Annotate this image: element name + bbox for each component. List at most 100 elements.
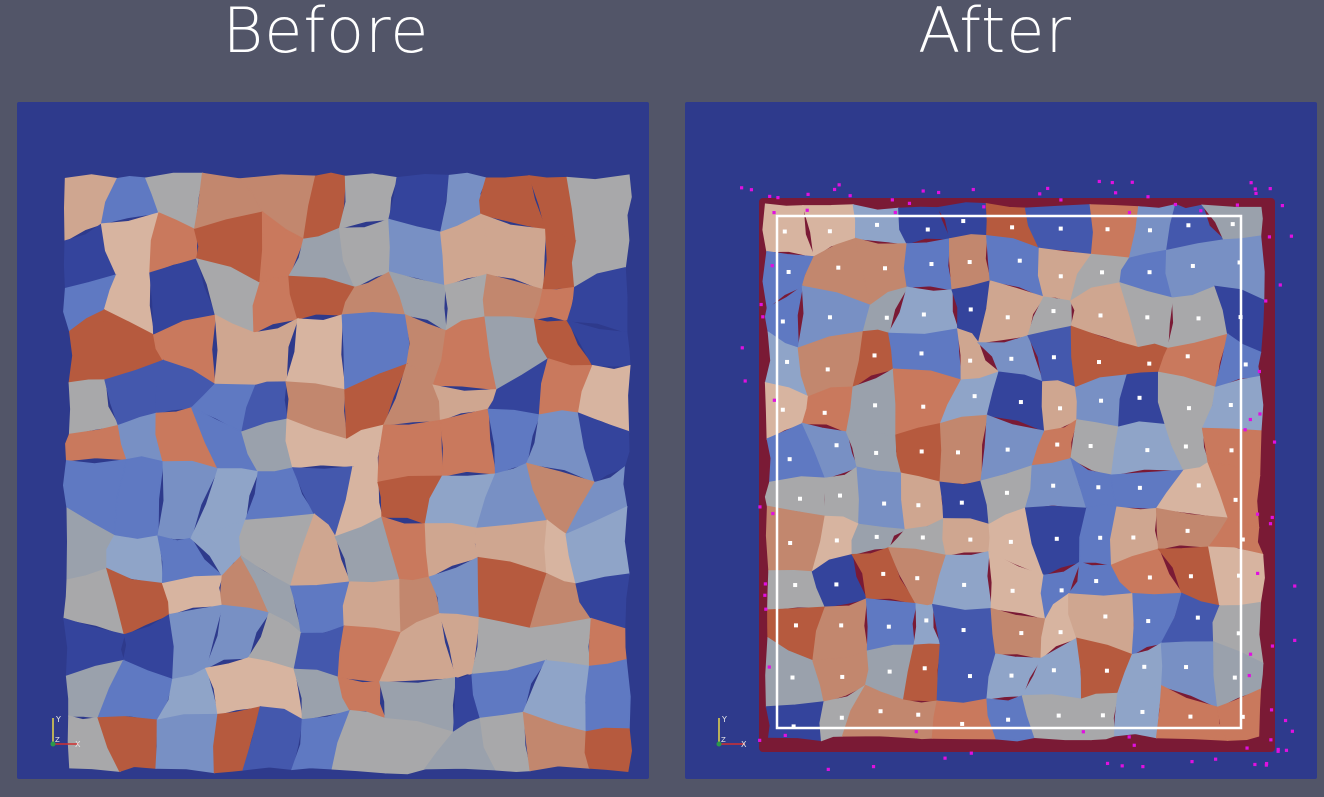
centroid-marker [920, 535, 925, 540]
centroid-marker [1005, 315, 1010, 320]
boundary-point [1268, 522, 1273, 526]
boundary-point [1190, 760, 1194, 764]
boundary-point [764, 607, 768, 611]
centroid-marker [972, 394, 977, 399]
boundary-point [1270, 515, 1274, 520]
grain [765, 701, 827, 742]
grain [856, 466, 906, 531]
centroid-marker [1100, 270, 1105, 275]
boundary-point [982, 205, 986, 209]
boundary-point [1268, 187, 1272, 191]
boundary-point [1269, 738, 1273, 742]
axis-z-label: Z [55, 736, 60, 744]
boundary-point [1264, 763, 1268, 767]
boundary-point [1248, 417, 1252, 422]
boundary-point [1248, 652, 1253, 656]
boundary-point [743, 379, 747, 383]
centroid-marker [1137, 485, 1142, 490]
boundary-point [740, 346, 744, 350]
centroid-marker [837, 493, 842, 498]
centroid-marker [1186, 406, 1191, 411]
centroid-marker [1096, 485, 1101, 490]
centroid-marker [839, 715, 844, 720]
boundary-point [776, 196, 780, 200]
centroid-marker [1232, 675, 1237, 680]
boundary-points [740, 179, 1297, 771]
centroid-marker [1099, 398, 1104, 403]
centroid-marker [791, 724, 796, 729]
centroid-marker [825, 367, 830, 372]
centroid-marker [1100, 713, 1105, 718]
centroid-marker [1088, 444, 1093, 449]
centroid-marker [1147, 575, 1152, 580]
centroid-marker [782, 229, 787, 234]
centroid-marker [955, 450, 960, 455]
centroid-marker [1010, 588, 1015, 593]
boundary-point [943, 756, 947, 760]
axes-triad-icon: Y X Z [50, 715, 81, 749]
centroid-marker [1010, 225, 1015, 230]
grain [939, 414, 989, 485]
centroid-marker [878, 709, 883, 714]
centroid-marker [916, 712, 921, 717]
centroid-marker [1228, 403, 1233, 408]
boundary-point [914, 730, 918, 734]
grain [584, 727, 633, 773]
boundary-point [893, 210, 897, 215]
boundary-point [1289, 234, 1294, 238]
centroid-marker [1096, 360, 1101, 365]
centroid-marker [787, 457, 792, 462]
boundary-point [1278, 283, 1282, 287]
boundary-point [1243, 428, 1247, 432]
boundary-point [1280, 204, 1284, 208]
centroid-marker [1140, 709, 1145, 714]
centroid-marker [840, 674, 845, 679]
centroid-marker [839, 623, 844, 628]
centroid-marker [834, 443, 839, 448]
boundary-point [1253, 762, 1257, 767]
boundary-point [1258, 412, 1262, 416]
axis-x-label: X [741, 740, 747, 749]
boundary-point [890, 198, 894, 202]
centroid-marker [960, 721, 965, 726]
axis-z-label: Z [721, 736, 726, 744]
centroid-marker [968, 358, 973, 363]
centroid-marker [1055, 442, 1060, 447]
boundary-point [1276, 749, 1280, 753]
centroid-marker [1018, 400, 1023, 405]
boundary-point [1253, 187, 1257, 191]
centroid-marker [882, 501, 887, 506]
axis-y-label: Y [721, 715, 727, 724]
boundary-point [1146, 195, 1150, 199]
boundary-point [1264, 299, 1268, 303]
boundary-point [848, 194, 852, 198]
centroid-marker [959, 500, 964, 505]
after-viewport[interactable]: Y X Z [685, 102, 1317, 779]
grain [1021, 694, 1092, 741]
boundary-point [1114, 191, 1118, 195]
boundary-point [1276, 747, 1280, 752]
centroid-marker [1230, 222, 1235, 227]
centroid-marker [1142, 664, 1147, 669]
centroid-marker [1009, 673, 1014, 678]
centroid-marker [1094, 579, 1099, 584]
centroid-marker [1188, 574, 1193, 579]
centroid-marker [1008, 539, 1013, 544]
centroid-marker [916, 503, 921, 508]
before-viewport[interactable]: Y X Z [17, 102, 649, 779]
boundary-point [1249, 181, 1253, 185]
centroid-marker [929, 262, 934, 267]
centroid-marker [967, 260, 972, 265]
centroid-marker [874, 450, 879, 455]
grain-centroids [780, 219, 1248, 729]
boundary-point [763, 582, 767, 586]
centroid-marker [780, 319, 785, 324]
boundary-point [763, 593, 767, 597]
centroid-marker [1196, 316, 1201, 321]
centroid-marker [1009, 356, 1014, 361]
grain [342, 578, 402, 634]
boundary-point [1127, 735, 1131, 739]
boundary-point [1256, 571, 1260, 576]
boundary-point [826, 767, 830, 771]
centroid-marker [921, 312, 926, 317]
